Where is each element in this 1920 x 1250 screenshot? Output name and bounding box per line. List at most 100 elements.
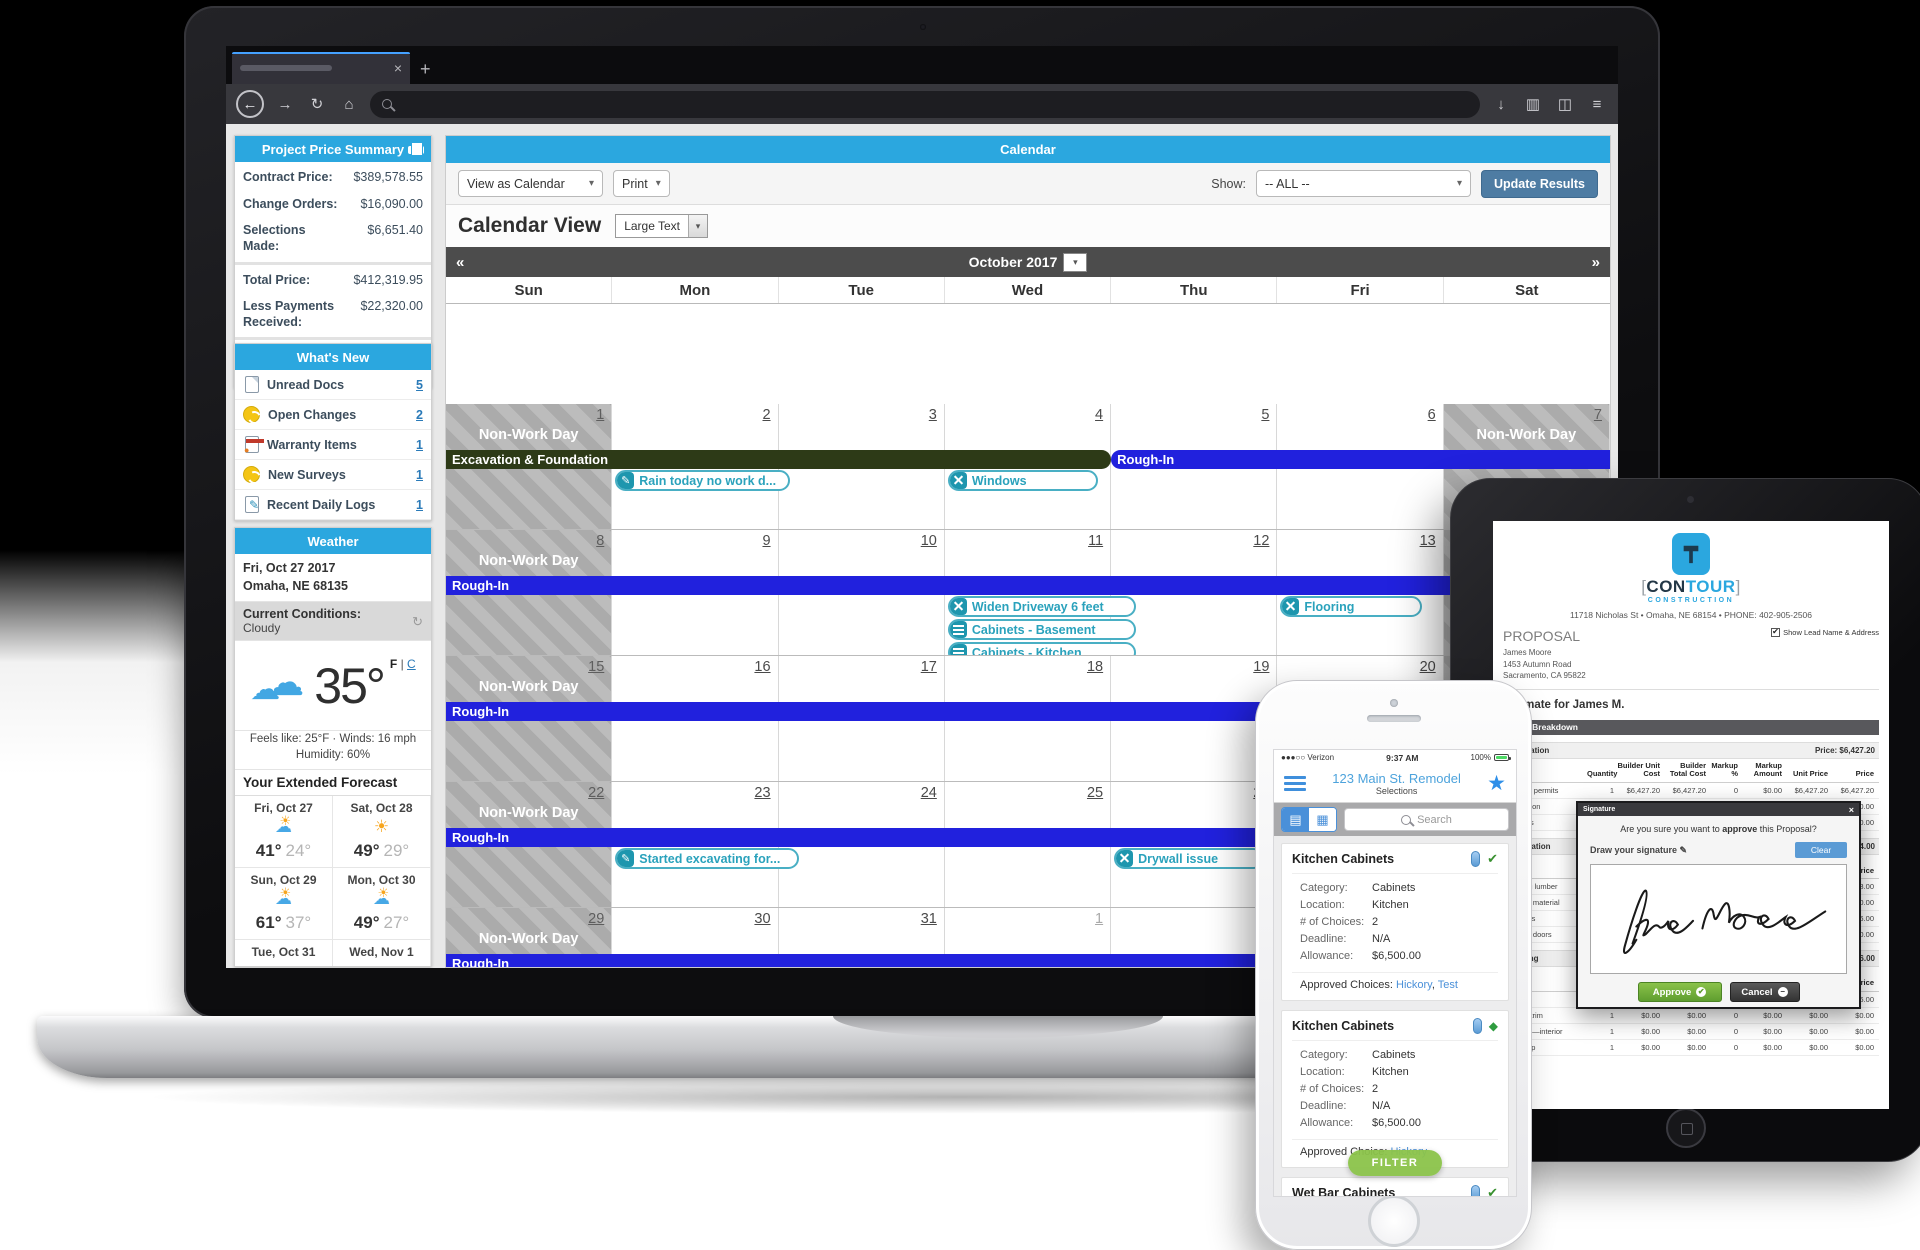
phase-bar-rough-in[interactable]: Rough-In — [446, 576, 1610, 595]
new-tab-button[interactable]: + — [420, 59, 431, 79]
date-link[interactable]: 23 — [754, 785, 771, 801]
month-select[interactable]: ▾ — [1063, 252, 1088, 272]
menu-icon[interactable]: ≡ — [1592, 95, 1602, 113]
phase-bar-excavation[interactable]: Excavation & Foundation — [446, 450, 1112, 469]
date-link[interactable]: 16 — [754, 659, 771, 675]
home-button[interactable]: ⌂ — [344, 95, 354, 113]
whats-new-count-link[interactable]: 2 — [416, 407, 423, 422]
show-filter-select[interactable]: -- ALL -- ▾ — [1256, 170, 1471, 197]
calendar-event[interactable]: ✎ Started excavating for... — [615, 848, 799, 869]
clear-button[interactable]: Clear — [1795, 842, 1847, 858]
back-button[interactable]: ← — [236, 90, 264, 118]
date-link[interactable]: 15 — [588, 659, 605, 675]
unit-toggle[interactable]: F | C — [389, 657, 416, 671]
date-link[interactable]: 13 — [1419, 533, 1436, 549]
date-link[interactable]: 20 — [1419, 659, 1436, 675]
empty-icon — [337, 961, 426, 966]
list-view-button[interactable]: ▤ — [1282, 808, 1309, 831]
whats-new-count-link[interactable]: 1 — [416, 497, 423, 512]
whats-new-count-link[interactable]: 5 — [416, 377, 423, 392]
date-link[interactable]: 19 — [1253, 659, 1270, 675]
date-link[interactable]: 4 — [1095, 407, 1104, 423]
date-link[interactable]: 24 — [920, 785, 937, 801]
url-bar[interactable] — [370, 90, 1480, 118]
prev-month-button[interactable]: « — [456, 253, 465, 271]
text-size-select[interactable]: Large Text ▾ — [615, 214, 709, 238]
event-label: Cabinets - Kitchen — [971, 645, 1082, 656]
sidebar-toggle-icon[interactable]: ◫ — [1557, 96, 1573, 113]
date-link[interactable]: 5 — [1261, 407, 1270, 423]
project-title[interactable]: 123 Main St. Remodel — [1332, 771, 1461, 786]
show-lead-option: Show Lead Name & Address — [1771, 627, 1879, 637]
approved-choice-link[interactable]: Test — [1437, 979, 1458, 991]
row-value: $0.00 — [1687, 1042, 1706, 1052]
whats-new-item: Open Changes 2 — [235, 400, 431, 430]
table-row: Painting—interior 1 $0.00 $0.00 0 $0.00 $0.00 $… — [1503, 1024, 1879, 1040]
date-link[interactable]: 10 — [920, 533, 937, 549]
forecast-day: Wed, Nov 1 — [349, 945, 414, 960]
date-link[interactable]: 25 — [1086, 785, 1104, 801]
date-link[interactable]: 17 — [920, 659, 937, 675]
date-link[interactable]: 18 — [1086, 659, 1104, 675]
note-icon: ✎ — [617, 850, 635, 867]
grid-view-button[interactable]: ▦ — [1309, 808, 1336, 831]
selection-icon — [949, 621, 967, 638]
date-link[interactable]: 12 — [1253, 533, 1270, 549]
date-link[interactable]: 1 — [596, 407, 605, 423]
download-icon[interactable]: ↓ — [1497, 95, 1505, 113]
filter-button[interactable]: FILTER — [1348, 1150, 1442, 1176]
date-link[interactable]: 3 — [928, 407, 937, 423]
approved-row: Approved Choices: Hickory, Test — [1292, 972, 1498, 992]
close-icon[interactable]: × — [1848, 804, 1854, 815]
show-lead-checkbox[interactable] — [1771, 627, 1781, 637]
date-link[interactable]: 8 — [596, 533, 605, 549]
comment-icon[interactable] — [1472, 1018, 1482, 1034]
phase-bar-rough-in[interactable]: Rough-In — [1111, 450, 1610, 469]
event-label: Flooring — [1304, 599, 1355, 614]
update-results-button[interactable]: Update Results — [1481, 169, 1598, 198]
non-work-day-label: Non-Work Day — [478, 427, 579, 443]
calendar-event[interactable]: Cabinets - Basement — [947, 619, 1137, 640]
calendar-event[interactable]: Widen Driveway 6 feet — [947, 596, 1137, 617]
date-link[interactable]: 2 — [762, 407, 771, 423]
card-row: # of Choices: 2 — [1300, 1081, 1498, 1098]
cancel-button[interactable]: Cancel − — [1729, 982, 1800, 1002]
approved-choice-link[interactable]: Hickory — [1396, 979, 1432, 991]
date-link[interactable]: 9 — [762, 533, 771, 549]
date-link[interactable]: 11 — [1088, 533, 1104, 549]
whats-new-count-link[interactable]: 1 — [416, 467, 423, 482]
phone-home-button[interactable] — [1368, 1195, 1420, 1247]
tablet-home-button[interactable] — [1666, 1108, 1706, 1148]
date-link[interactable]: 22 — [588, 785, 605, 801]
print-icon[interactable] — [408, 142, 424, 156]
approve-button[interactable]: Approve ✔ — [1637, 982, 1722, 1002]
date-link[interactable]: 6 — [1427, 407, 1436, 423]
date-link[interactable]: 7 — [1593, 407, 1602, 423]
view-as-select[interactable]: View as Calendar ▾ — [458, 170, 603, 197]
forward-button[interactable]: → — [277, 95, 293, 113]
calendar-event[interactable]: Cabinets - Kitchen — [947, 642, 1137, 656]
next-month-button[interactable]: » — [1591, 253, 1600, 271]
comment-icon[interactable] — [1471, 851, 1481, 867]
signature-canvas[interactable] — [1590, 864, 1847, 974]
refresh-button[interactable]: ↻ — [310, 96, 324, 113]
print-button[interactable]: Print ▾ — [613, 170, 670, 197]
hamburger-menu-icon[interactable] — [1284, 776, 1306, 791]
calendar-event[interactable]: Windows — [947, 470, 1098, 491]
browser-tab[interactable]: × — [232, 52, 410, 84]
whats-new-count-link[interactable]: 1 — [416, 437, 423, 452]
date-link[interactable]: 1 — [1095, 911, 1104, 927]
calendar-event[interactable]: ✎ Rain today no work d... — [615, 470, 791, 491]
date-link[interactable]: 29 — [588, 911, 605, 927]
refresh-weather-icon[interactable]: ↻ — [412, 614, 423, 629]
favorite-star-icon[interactable]: ★ — [1487, 772, 1506, 795]
calendar-event[interactable]: Flooring — [1280, 596, 1423, 617]
event-label: Cabinets - Basement — [971, 622, 1096, 637]
search-input[interactable]: Search — [1344, 808, 1509, 831]
library-icon[interactable]: ▥ — [1525, 96, 1541, 113]
date-link[interactable]: 31 — [920, 911, 937, 927]
comment-icon[interactable] — [1471, 1185, 1481, 1196]
calendar-event[interactable]: Drywall issue — [1114, 848, 1265, 869]
date-link[interactable]: 30 — [754, 911, 771, 927]
tab-close-icon[interactable]: × — [393, 60, 402, 76]
